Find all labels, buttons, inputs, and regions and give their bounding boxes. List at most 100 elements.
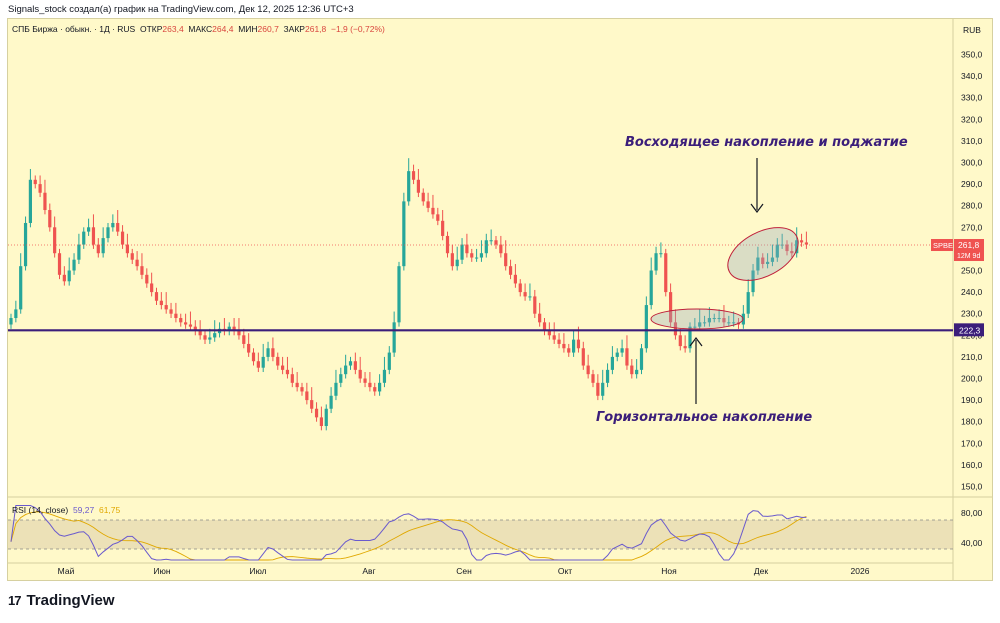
candle-body [596,382,600,396]
candle-body [722,318,726,323]
tradingview-logo-text: TradingView [26,592,115,609]
candle-body [785,244,789,252]
candle-body [678,335,682,347]
level-tag: 222,3 [959,325,981,335]
candle-body [576,339,581,349]
candle-body [775,244,779,258]
ticker-tag-bg [931,239,953,252]
candle-body [572,339,576,353]
candle-body [693,326,697,328]
price-tick: 150,0 [961,482,983,492]
candle-body [339,374,343,383]
candle-body [504,253,508,267]
candle-body [523,292,527,297]
candle-body [702,322,707,324]
candle-body [348,361,353,366]
tradingview-mark-icon: 17 [8,593,22,608]
candle-body [698,322,702,327]
candle-body [329,395,333,409]
candle-body [567,348,571,353]
candle-body [392,322,396,353]
high-label: МАКС [188,24,213,34]
candle-body [91,227,96,245]
candle-body [479,253,484,258]
candle-body [407,171,411,202]
price-tag-bg [954,239,984,262]
candle-body [285,369,290,375]
candle-body [150,283,154,293]
candle-body [431,207,435,215]
candle-body [639,348,644,370]
candle-body [707,318,711,323]
candle-body [237,330,241,336]
candle-body [382,369,387,383]
candle-body [601,382,605,396]
candle-body [513,274,517,284]
candle-body [208,337,212,340]
candle-body [421,192,425,202]
candle-body [77,244,81,260]
candle-body [53,227,57,254]
candle-body [799,240,804,243]
candle-body [727,322,731,324]
price-tick: 270,0 [961,222,983,232]
arrow-down-head [750,203,764,213]
price-tick: 170,0 [961,438,983,448]
candle-body [378,382,382,392]
candle-body [251,352,256,362]
price-tick: 320,0 [961,114,983,124]
candle-body [305,391,309,401]
symbol-name: СПБ Биржа · обыкн. · 1Д · RUS [12,24,136,34]
candle-body [227,326,231,331]
candle-body [669,292,673,323]
low-value: 260,7 [257,24,279,34]
candle-body [174,313,178,319]
candle-body [14,309,18,319]
candle-body [344,365,348,375]
chart-frame[interactable] [7,18,993,581]
candle-body [242,335,246,344]
candle-body [659,253,663,255]
low-label: МИН [238,24,258,34]
candle-body [620,348,624,353]
price-tick: 350,0 [961,50,983,60]
candle-body [87,227,91,232]
candle-body [610,356,614,370]
candle-body [683,346,687,349]
candle-body [508,266,513,275]
level-tag-bg [954,323,984,337]
candle-body [179,318,183,323]
currency-label: RUB [963,25,981,35]
candle-body [213,333,217,338]
tradingview-logo[interactable]: 17 TradingView [8,592,115,609]
ticker-tag: SPBE [933,241,953,250]
candle-body [397,266,401,323]
candle-body [28,179,32,223]
candle-body [644,305,648,349]
price-tick: 210,0 [961,352,983,362]
candle-body [271,348,275,357]
candle-body [33,179,37,185]
candle-body [416,179,420,193]
candle-body [465,244,469,254]
rsi-ma-line [10,511,807,561]
candle-body [295,382,299,388]
candle-body [23,222,28,267]
candle-body [484,240,488,254]
candle-body [319,417,323,427]
change-value: −1,9 (−0,72%) [331,24,385,34]
candle-body [125,244,129,254]
horizontal-zone-ellipse [650,308,744,330]
candle-body [135,259,139,267]
price-tick: 330,0 [961,93,983,103]
candle-body [353,361,357,370]
candle-body [9,318,13,325]
candle-body [426,201,430,208]
candle-body [82,231,86,245]
chart-credit: Signals_stock создал(а) график на Tradin… [8,4,354,15]
time-tick: Сен [456,566,472,576]
candle-body [562,343,566,349]
candle-body [552,335,556,340]
time-tick: Июл [249,566,266,576]
